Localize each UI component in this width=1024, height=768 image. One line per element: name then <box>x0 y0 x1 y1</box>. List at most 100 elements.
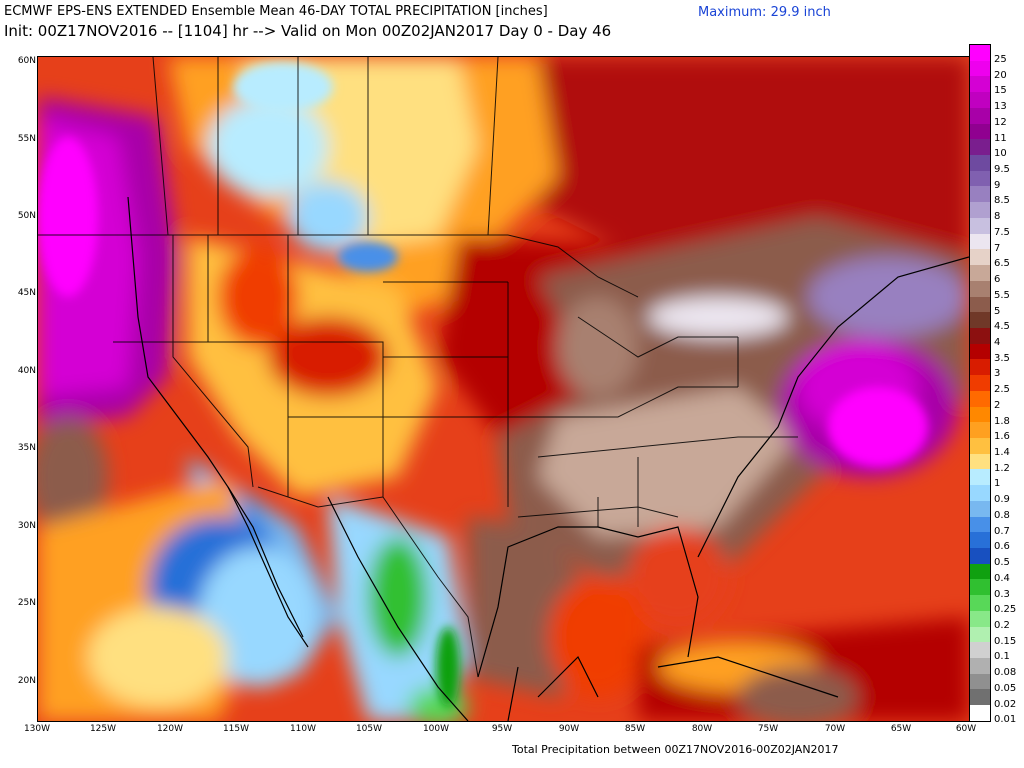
colorbar-cell <box>970 107 990 124</box>
colorbar-cell <box>970 76 990 93</box>
colorbar <box>969 44 991 722</box>
colorbar-cell <box>970 563 990 580</box>
lon-label: 85W <box>624 724 646 734</box>
colorbar-cell <box>970 170 990 187</box>
lon-label: 100W <box>422 724 450 734</box>
lon-label: 95W <box>491 724 513 734</box>
colorbar-cell <box>970 202 990 218</box>
colorbar-label: 9.5 <box>994 164 1010 176</box>
footer-caption: Total Precipitation between 00Z17NOV2016… <box>512 743 839 756</box>
colorbar-cell <box>970 642 990 659</box>
colorbar-label: 8 <box>994 211 1001 223</box>
colorbar-label: 0.7 <box>994 525 1010 537</box>
colorbar-label: 0.8 <box>994 509 1010 521</box>
precipitation-map <box>37 56 970 722</box>
colorbar-label: 10 <box>994 148 1007 160</box>
colorbar-cell <box>970 123 990 140</box>
colorbar-label: 1.2 <box>994 462 1010 474</box>
colorbar-cell <box>970 469 990 486</box>
lat-label: 55N <box>17 134 36 144</box>
colorbar-cell <box>970 548 990 564</box>
colorbar-label: 5 <box>994 305 1001 317</box>
colorbar-label: 0.2 <box>994 619 1010 631</box>
colorbar-cell <box>970 60 990 77</box>
colorbar-cell <box>970 186 990 203</box>
colorbar-cell <box>970 437 990 454</box>
colorbar-label: 3 <box>994 368 1001 380</box>
lon-label: 65W <box>890 724 912 734</box>
colorbar-cell <box>970 485 990 501</box>
colorbar-cell <box>970 595 990 611</box>
colorbar-label: 11 <box>994 132 1007 144</box>
colorbar-cell <box>970 217 990 234</box>
colorbar-label: 1.6 <box>994 431 1010 443</box>
lon-label: 70W <box>824 724 846 734</box>
colorbar-label: 4 <box>994 336 1001 348</box>
lat-label: 40N <box>17 366 36 376</box>
colorbar-label: 5.5 <box>994 289 1010 301</box>
colorbar-label: 13 <box>994 101 1007 113</box>
lon-label: 125W <box>89 724 117 734</box>
colorbar-label: 2 <box>994 399 1001 411</box>
colorbar-cell <box>970 375 990 391</box>
colorbar-label: 7.5 <box>994 226 1010 238</box>
colorbar-label: 2.5 <box>994 384 1010 396</box>
lon-label: 120W <box>156 724 184 734</box>
colorbar-cell <box>970 500 990 517</box>
lon-label: 110W <box>289 724 317 734</box>
colorbar-cell <box>970 92 990 108</box>
colorbar-label: 0.05 <box>994 682 1017 694</box>
colorbar-label: 20 <box>994 69 1007 81</box>
colorbar-cell <box>970 249 990 266</box>
lon-label: 80W <box>691 724 713 734</box>
colorbar-label: 0.25 <box>994 604 1017 616</box>
lat-label: 50N <box>17 211 36 221</box>
lon-label: 75W <box>757 724 779 734</box>
colorbar-label: 0.6 <box>994 541 1010 553</box>
colorbar-label: 0.15 <box>994 635 1017 647</box>
colorbar-cell <box>970 233 990 250</box>
colorbar-label: 0.3 <box>994 588 1010 600</box>
lat-label: 35N <box>17 443 36 453</box>
colorbar-label: 1.8 <box>994 415 1010 427</box>
lat-label: 25N <box>17 598 36 608</box>
colorbar-cell <box>970 312 990 328</box>
colorbar-label: 12 <box>994 116 1007 128</box>
colorbar-cell <box>970 516 990 533</box>
colorbar-cell <box>970 343 990 360</box>
colorbar-cell <box>970 45 990 61</box>
colorbar-cell <box>970 280 990 297</box>
colorbar-label: 25 <box>994 54 1007 65</box>
colorbar-cell <box>970 610 990 627</box>
colorbar-label: 0.01 <box>994 714 1017 726</box>
colorbar-label: 0.08 <box>994 667 1017 679</box>
colorbar-label: 0.1 <box>994 651 1010 663</box>
colorbar-label: 0.02 <box>994 698 1017 710</box>
lon-label: 130W <box>23 724 51 734</box>
lat-label: 30N <box>17 521 36 531</box>
lat-label: 45N <box>17 288 36 298</box>
colorbar-label: 15 <box>994 85 1007 97</box>
lon-label: 115W <box>222 724 250 734</box>
colorbar-label: 0.5 <box>994 557 1010 569</box>
colorbar-cell <box>970 532 990 548</box>
map-subtitle: Init: 00Z17NOV2016 -- [1104] hr --> Vali… <box>4 22 612 40</box>
colorbar-label: 6 <box>994 274 1001 286</box>
colorbar-cell <box>970 390 990 407</box>
colorbar-label: 6.5 <box>994 258 1010 270</box>
colorbar-cell <box>970 658 990 674</box>
colorbar-label: 7 <box>994 242 1001 254</box>
colorbar-cell <box>970 453 990 470</box>
colorbar-label: 0.9 <box>994 494 1010 506</box>
colorbar-cell <box>970 705 990 721</box>
maximum-label: Maximum: 29.9 inch <box>698 5 831 20</box>
colorbar-label: 8.5 <box>994 195 1010 207</box>
lon-label: 105W <box>355 724 383 734</box>
colorbar-label: 0.4 <box>994 572 1010 584</box>
colorbar-cell <box>970 359 990 376</box>
colorbar-cell <box>970 579 990 596</box>
colorbar-cell <box>970 265 990 281</box>
colorbar-cell <box>970 406 990 423</box>
colorbar-cell <box>970 139 990 156</box>
colorbar-label: 1.4 <box>994 447 1010 459</box>
